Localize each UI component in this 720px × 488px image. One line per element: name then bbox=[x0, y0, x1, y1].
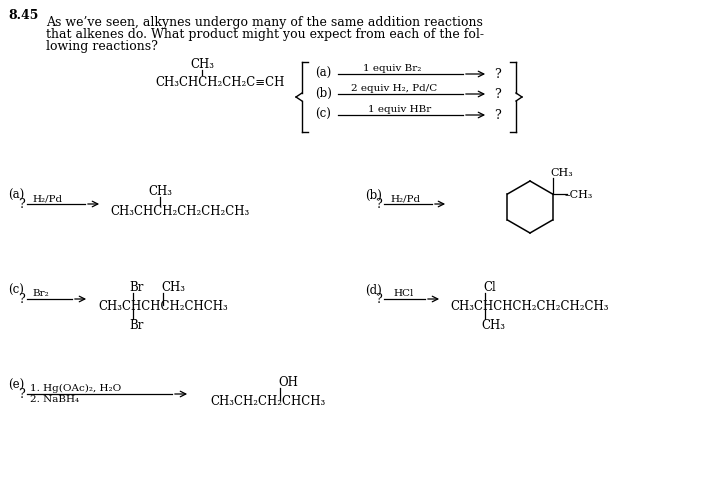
Text: 2 equiv H₂, Pd/C: 2 equiv H₂, Pd/C bbox=[351, 84, 437, 93]
Text: 1. Hg(OAc)₂, H₂O: 1. Hg(OAc)₂, H₂O bbox=[30, 383, 121, 392]
Text: (d): (d) bbox=[365, 283, 382, 296]
Text: CH₃: CH₃ bbox=[148, 185, 172, 198]
Text: Br₂: Br₂ bbox=[32, 289, 49, 298]
Text: Cl: Cl bbox=[483, 281, 496, 294]
Text: ?: ? bbox=[18, 198, 24, 211]
Text: CH₃: CH₃ bbox=[481, 319, 505, 332]
Text: 8.45: 8.45 bbox=[8, 9, 38, 22]
Text: CH₃CHCH₂CH₂C≡CH: CH₃CHCH₂CH₂C≡CH bbox=[155, 76, 284, 89]
Text: that alkenes do. What product might you expect from each of the fol-: that alkenes do. What product might you … bbox=[46, 28, 484, 41]
Text: –CH₃: –CH₃ bbox=[564, 190, 593, 200]
Text: CH₃CH₂CH₂CHCH₃: CH₃CH₂CH₂CHCH₃ bbox=[210, 395, 325, 407]
Text: H₂/Pd: H₂/Pd bbox=[390, 194, 420, 203]
Text: Br: Br bbox=[129, 319, 143, 332]
Text: (a): (a) bbox=[315, 66, 331, 80]
Text: CH₃CHCHCH₂CH₂CH₂CH₃: CH₃CHCHCH₂CH₂CH₂CH₃ bbox=[450, 300, 608, 313]
Text: (c): (c) bbox=[315, 107, 331, 120]
Text: (b): (b) bbox=[365, 188, 382, 201]
Text: HCl: HCl bbox=[393, 289, 413, 298]
Text: CH₃: CH₃ bbox=[551, 168, 573, 178]
Text: 1 equiv HBr: 1 equiv HBr bbox=[368, 105, 431, 114]
Text: CH₃: CH₃ bbox=[161, 281, 185, 294]
Text: CH₃: CH₃ bbox=[190, 59, 214, 71]
Text: ?: ? bbox=[18, 387, 24, 401]
Text: (a): (a) bbox=[8, 188, 24, 201]
Text: (c): (c) bbox=[8, 283, 24, 296]
Text: ?: ? bbox=[375, 198, 382, 211]
Text: 1 equiv Br₂: 1 equiv Br₂ bbox=[363, 64, 421, 73]
Text: CH₃CHCHCH₂CHCH₃: CH₃CHCHCH₂CHCH₃ bbox=[98, 300, 228, 313]
Text: ?: ? bbox=[494, 88, 500, 102]
Text: lowing reactions?: lowing reactions? bbox=[46, 40, 158, 53]
Text: (e): (e) bbox=[8, 378, 24, 391]
Text: H₂/Pd: H₂/Pd bbox=[32, 194, 62, 203]
Text: 2. NaBH₄: 2. NaBH₄ bbox=[30, 395, 79, 404]
Text: Br: Br bbox=[129, 281, 143, 294]
Text: ?: ? bbox=[375, 293, 382, 306]
Text: ?: ? bbox=[18, 293, 24, 306]
Text: OH: OH bbox=[278, 376, 298, 389]
Text: (b): (b) bbox=[315, 86, 332, 99]
Text: CH₃CHCH₂CH₂CH₂CH₃: CH₃CHCH₂CH₂CH₂CH₃ bbox=[110, 205, 249, 218]
Text: ?: ? bbox=[494, 68, 500, 81]
Text: ?: ? bbox=[494, 109, 500, 122]
Text: As we’ve seen, alkynes undergo many of the same addition reactions: As we’ve seen, alkynes undergo many of t… bbox=[46, 16, 483, 29]
